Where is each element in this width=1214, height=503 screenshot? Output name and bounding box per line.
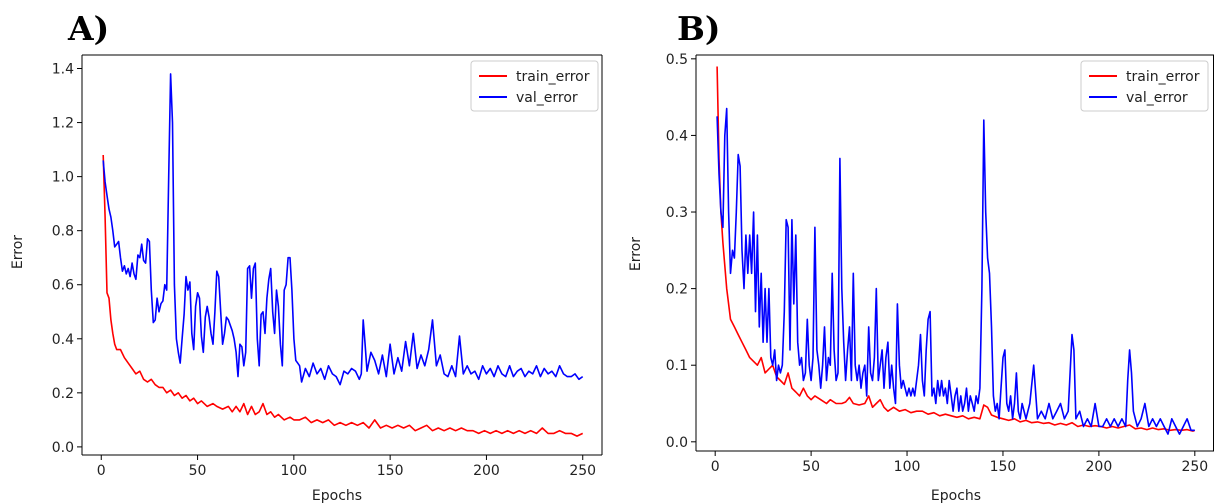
panel-b-legend-box xyxy=(1080,60,1209,112)
panel-a-letter: A) xyxy=(67,9,109,48)
panel-b: B) 0 50 100 150 200 250 0.0 0.1 0.2 0.3 0.4 0.5 trai… xyxy=(628,9,1214,503)
panel-b-y-tick-label: 0.4 xyxy=(666,128,688,144)
panel-b-xlabel: Epochs xyxy=(931,488,981,503)
panel-a-y-tick-label: 1.0 xyxy=(52,170,74,186)
panel-a-x-tick-label: 150 xyxy=(377,463,404,479)
panel-b-y-tick-label: 0.0 xyxy=(666,435,688,451)
panel-b-legend: train_error val_error xyxy=(1080,60,1209,112)
panel-b-y-tick-label: 0.1 xyxy=(666,358,688,374)
panel-b-legend-label: train_error xyxy=(1126,69,1200,85)
panel-a-legend-label: train_error xyxy=(516,69,590,85)
panel-b-x-tick-label: 200 xyxy=(1086,459,1113,475)
panel-a-x-tick-label: 50 xyxy=(189,463,207,479)
panel-b-letter: B) xyxy=(677,9,721,48)
panel-a-y-tick-label: 1.2 xyxy=(52,116,74,132)
panel-b-y-tick-label: 0.2 xyxy=(666,282,688,298)
panel-a-series-train-error xyxy=(102,154,584,437)
panel-a-x-tick-label: 100 xyxy=(280,463,307,479)
panel-a-xlabel: Epochs xyxy=(312,488,362,503)
panel-a-y-tick-label: 1.4 xyxy=(52,62,74,78)
panel-a-y-tick-label: 0.8 xyxy=(52,224,74,240)
panel-a-plot-area: 0 50 100 150 200 250 0.0 0.2 0.4 0.6 0.8 1.0 1.2 1.4 t… xyxy=(52,54,603,479)
panel-a-y-tick-label: 0.4 xyxy=(52,332,74,348)
panel-a-y-tick-label: 0.2 xyxy=(52,386,74,402)
panel-a-series-val-error xyxy=(102,73,584,386)
panel-b-x-tick-label: 50 xyxy=(802,459,820,475)
panel-b-x-tick-label: 0 xyxy=(711,459,720,475)
panel-a: A) 0 50 100 150 200 250 0.0 0.2 0.4 0.6 0.8 1.0 1.2 1… xyxy=(10,9,603,503)
panel-b-x-tick-label: 150 xyxy=(990,459,1017,475)
panel-b-x-tick-label: 250 xyxy=(1181,459,1208,475)
panel-b-y-tick-label: 0.3 xyxy=(666,205,688,221)
panel-a-x-tick-label: 0 xyxy=(97,463,106,479)
panel-b-x-tick-label: 100 xyxy=(894,459,921,475)
panel-a-legend-box xyxy=(470,60,599,112)
panel-b-ylabel: Error xyxy=(628,237,644,271)
panel-b-legend-label: val_error xyxy=(1126,90,1188,106)
panel-a-y-tick-label: 0.0 xyxy=(52,440,74,456)
panel-b-series-val-error xyxy=(716,107,1195,435)
panel-a-legend-label: val_error xyxy=(516,90,578,106)
panel-a-x-tick-label: 250 xyxy=(569,463,596,479)
panel-a-ylabel: Error xyxy=(10,235,26,269)
panel-a-legend: train_error val_error xyxy=(470,60,599,112)
panel-b-plot-area: 0 50 100 150 200 250 0.0 0.1 0.2 0.3 0.4 0.5 train_e… xyxy=(666,52,1214,475)
panel-a-y-tick-label: 0.6 xyxy=(52,278,74,294)
panel-a-x-tick-label: 200 xyxy=(473,463,500,479)
panel-b-y-tick-label: 0.5 xyxy=(666,52,688,68)
